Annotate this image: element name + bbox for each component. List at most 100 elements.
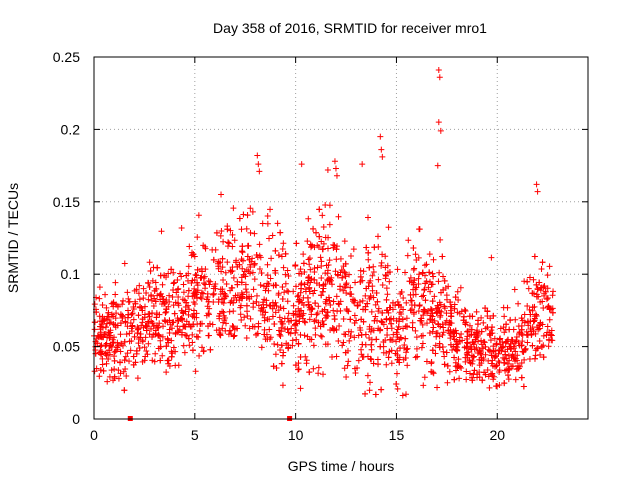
- data-point: [272, 247, 279, 254]
- data-point: [402, 335, 409, 342]
- data-point: [471, 346, 478, 353]
- data-point: [313, 229, 320, 236]
- data-point: [447, 341, 454, 348]
- data-point: [537, 298, 544, 305]
- data-point: [478, 360, 485, 367]
- data-point: [280, 240, 287, 247]
- data-point: [102, 331, 109, 338]
- data-point: [259, 220, 266, 227]
- data-point: [310, 365, 317, 372]
- data-point: [141, 344, 148, 351]
- data-point: [508, 345, 515, 352]
- data-point: [416, 302, 423, 309]
- data-point: [135, 325, 142, 332]
- data-point: [550, 288, 557, 295]
- data-point: [119, 314, 126, 321]
- data-point: [124, 323, 131, 330]
- data-point: [338, 266, 345, 273]
- data-point: [124, 314, 131, 321]
- data-point: [202, 285, 209, 292]
- data-point: [432, 342, 439, 349]
- data-point: [460, 313, 467, 320]
- data-point: [531, 355, 538, 362]
- data-point: [334, 308, 341, 315]
- data-point: [318, 262, 325, 269]
- data-point: [402, 269, 409, 276]
- data-point: [430, 324, 437, 331]
- data-point: [490, 376, 497, 383]
- data-point: [422, 297, 429, 304]
- data-point: [412, 354, 419, 361]
- data-point: [385, 224, 392, 231]
- data-point: [388, 320, 395, 327]
- data-point: [539, 259, 546, 266]
- data-point: [226, 308, 233, 315]
- data-point: [464, 328, 471, 335]
- data-point: [440, 324, 447, 331]
- data-point: [502, 351, 509, 358]
- data-point: [375, 276, 382, 283]
- data-point: [122, 366, 129, 373]
- data-point: [342, 260, 349, 267]
- data-point: [229, 231, 236, 238]
- data-point: [277, 332, 284, 339]
- data-point: [244, 212, 251, 219]
- data-point: [511, 355, 518, 362]
- data-point: [145, 310, 152, 317]
- data-point: [125, 299, 132, 306]
- data-point: [415, 254, 422, 261]
- data-point: [197, 274, 204, 281]
- data-point: [506, 326, 513, 333]
- data-point: [229, 243, 236, 250]
- data-point: [175, 285, 182, 292]
- data-point: [194, 266, 201, 273]
- data-point: [441, 361, 448, 368]
- data-point: [527, 311, 534, 318]
- data-point: [518, 374, 525, 381]
- data-point: [372, 301, 379, 308]
- data-point: [298, 161, 305, 168]
- data-point: [239, 265, 246, 272]
- data-point: [489, 372, 496, 379]
- plot-frame: [93, 56, 589, 420]
- data-point: [255, 161, 262, 168]
- data-point: [315, 370, 322, 377]
- data-point: [146, 331, 153, 338]
- data-point: [428, 359, 435, 366]
- data-point: [292, 263, 299, 270]
- data-point: [292, 362, 299, 369]
- data-point: [497, 335, 504, 342]
- data-point: [312, 300, 319, 307]
- data-point: [315, 303, 322, 310]
- data-point: [238, 279, 245, 286]
- data-point: [96, 373, 103, 380]
- data-point: [515, 300, 522, 307]
- data-point: [329, 354, 336, 361]
- data-point: [305, 215, 312, 222]
- data-point: [469, 377, 476, 384]
- data-point: [213, 229, 220, 236]
- data-point: [343, 281, 350, 288]
- data-point: [114, 342, 121, 349]
- data-point: [411, 265, 418, 272]
- data-point: [458, 330, 465, 337]
- data-point: [135, 290, 142, 297]
- data-point: [143, 289, 150, 296]
- data-point: [293, 320, 300, 327]
- data-point: [452, 294, 459, 301]
- data-point: [377, 133, 384, 140]
- data-point: [479, 377, 486, 384]
- data-point: [416, 226, 423, 233]
- data-point: [316, 281, 323, 288]
- data-point: [521, 278, 528, 285]
- data-point: [210, 291, 217, 298]
- data-point: [499, 344, 506, 351]
- data-point: [495, 358, 502, 365]
- data-point: [505, 376, 512, 383]
- x-tick-label: 20: [489, 427, 505, 443]
- data-point: [504, 304, 511, 311]
- data-point: [477, 350, 484, 357]
- data-point: [105, 356, 112, 363]
- data-point: [370, 269, 377, 276]
- data-point: [530, 276, 537, 283]
